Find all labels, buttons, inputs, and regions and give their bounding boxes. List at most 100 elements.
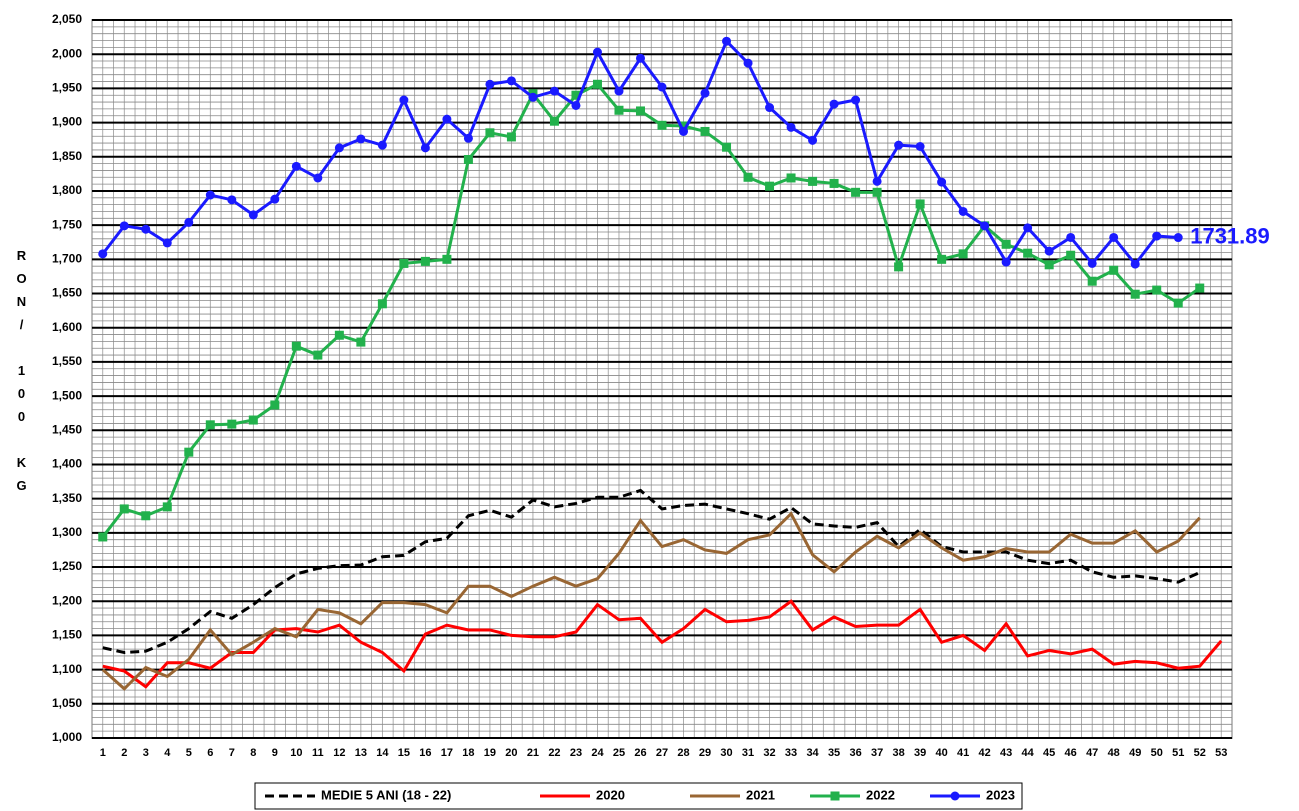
marker <box>937 177 947 187</box>
x-tick-label: 31 <box>742 747 754 759</box>
marker <box>1087 258 1097 268</box>
marker <box>227 419 237 429</box>
x-tick-label: 50 <box>1151 747 1163 759</box>
marker <box>334 143 344 153</box>
y-tick-label: 1,100 <box>52 662 82 676</box>
x-tick-label: 45 <box>1043 747 1055 759</box>
marker <box>313 350 323 360</box>
marker <box>851 95 861 105</box>
x-tick-label: 19 <box>484 747 496 759</box>
x-tick-label: 3 <box>143 747 149 759</box>
legend-label: 2022 <box>866 787 895 802</box>
marker <box>377 299 387 309</box>
marker <box>722 36 732 46</box>
x-tick-label: 30 <box>720 747 732 759</box>
x-tick-label: 20 <box>505 747 517 759</box>
marker <box>679 121 689 131</box>
marker <box>485 128 495 138</box>
x-tick-label: 41 <box>957 747 969 759</box>
marker <box>679 126 689 136</box>
marker <box>1087 276 1097 286</box>
y-tick-label: 1,500 <box>52 388 82 402</box>
y-tick-label: 1,250 <box>52 559 82 573</box>
marker <box>657 120 667 130</box>
marker <box>506 132 516 142</box>
legend-label: 2023 <box>986 787 1015 802</box>
marker <box>1173 298 1183 308</box>
x-tick-label: 22 <box>548 747 560 759</box>
marker <box>248 415 258 425</box>
marker <box>1066 232 1076 242</box>
end-value-label: 1731.89 <box>1190 223 1270 248</box>
x-tick-label: 11 <box>312 747 324 759</box>
marker <box>1152 285 1162 295</box>
y-tick-label: 1,050 <box>52 696 82 710</box>
marker <box>313 173 323 183</box>
x-tick-label: 40 <box>935 747 947 759</box>
y-tick-label: 1,650 <box>52 286 82 300</box>
marker <box>915 142 925 152</box>
marker <box>420 143 430 153</box>
legend: MEDIE 5 ANI (18 - 22) 2020 2021 2022 2023 <box>254 782 1023 810</box>
marker <box>141 511 151 521</box>
legend-label: MEDIE 5 ANI (18 - 22) <box>321 787 451 802</box>
x-tick-label: 2 <box>121 747 127 759</box>
marker <box>635 106 645 116</box>
x-tick-label: 29 <box>699 747 711 759</box>
marker <box>528 92 538 102</box>
y-tick-label: 1,700 <box>52 252 82 266</box>
legend-marker <box>950 791 960 801</box>
x-tick-label: 23 <box>570 747 582 759</box>
x-tick-label: 52 <box>1194 747 1206 759</box>
marker <box>808 176 818 186</box>
marker <box>162 238 172 248</box>
marker <box>614 86 624 96</box>
x-tick-label: 51 <box>1172 747 1184 759</box>
x-tick-label: 18 <box>462 747 474 759</box>
x-tick-label: 16 <box>419 747 431 759</box>
marker <box>420 256 430 266</box>
x-tick-label: 49 <box>1129 747 1141 759</box>
marker <box>1066 250 1076 260</box>
marker <box>894 262 904 272</box>
x-tick-label: 47 <box>1086 747 1098 759</box>
marker <box>571 90 581 100</box>
x-tick-label: 53 <box>1215 747 1227 759</box>
marker <box>1195 283 1205 293</box>
marker <box>1001 239 1011 249</box>
marker <box>248 210 258 220</box>
marker <box>808 135 818 145</box>
marker <box>291 161 301 171</box>
x-tick-label: 44 <box>1022 747 1035 759</box>
x-tick-label: 35 <box>828 747 840 759</box>
marker <box>872 187 882 197</box>
marker <box>184 217 194 227</box>
marker <box>1152 231 1162 241</box>
y-axis-label: RON/ 100 KG <box>14 248 29 501</box>
x-tick-label: 46 <box>1065 747 1077 759</box>
marker <box>657 82 667 92</box>
marker <box>98 532 108 542</box>
x-tick-label: 33 <box>785 747 797 759</box>
marker <box>205 420 215 430</box>
x-tick-label: 17 <box>441 747 453 759</box>
legend-label: 2020 <box>596 787 625 802</box>
x-tick-label: 37 <box>871 747 883 759</box>
y-tick-label: 1,850 <box>52 149 82 163</box>
marker <box>958 249 968 259</box>
x-tick-label: 13 <box>355 747 367 759</box>
x-tick-label: 43 <box>1000 747 1012 759</box>
x-tick-label: 26 <box>634 747 646 759</box>
marker <box>1044 260 1054 270</box>
x-tick-label: 9 <box>272 747 278 759</box>
marker <box>743 172 753 182</box>
y-tick-label: 2,000 <box>52 46 82 60</box>
marker <box>592 79 602 89</box>
x-tick-label: 8 <box>250 747 256 759</box>
marker <box>786 173 796 183</box>
marker <box>485 79 495 89</box>
marker <box>1023 248 1033 258</box>
x-tick-label: 4 <box>164 747 171 759</box>
